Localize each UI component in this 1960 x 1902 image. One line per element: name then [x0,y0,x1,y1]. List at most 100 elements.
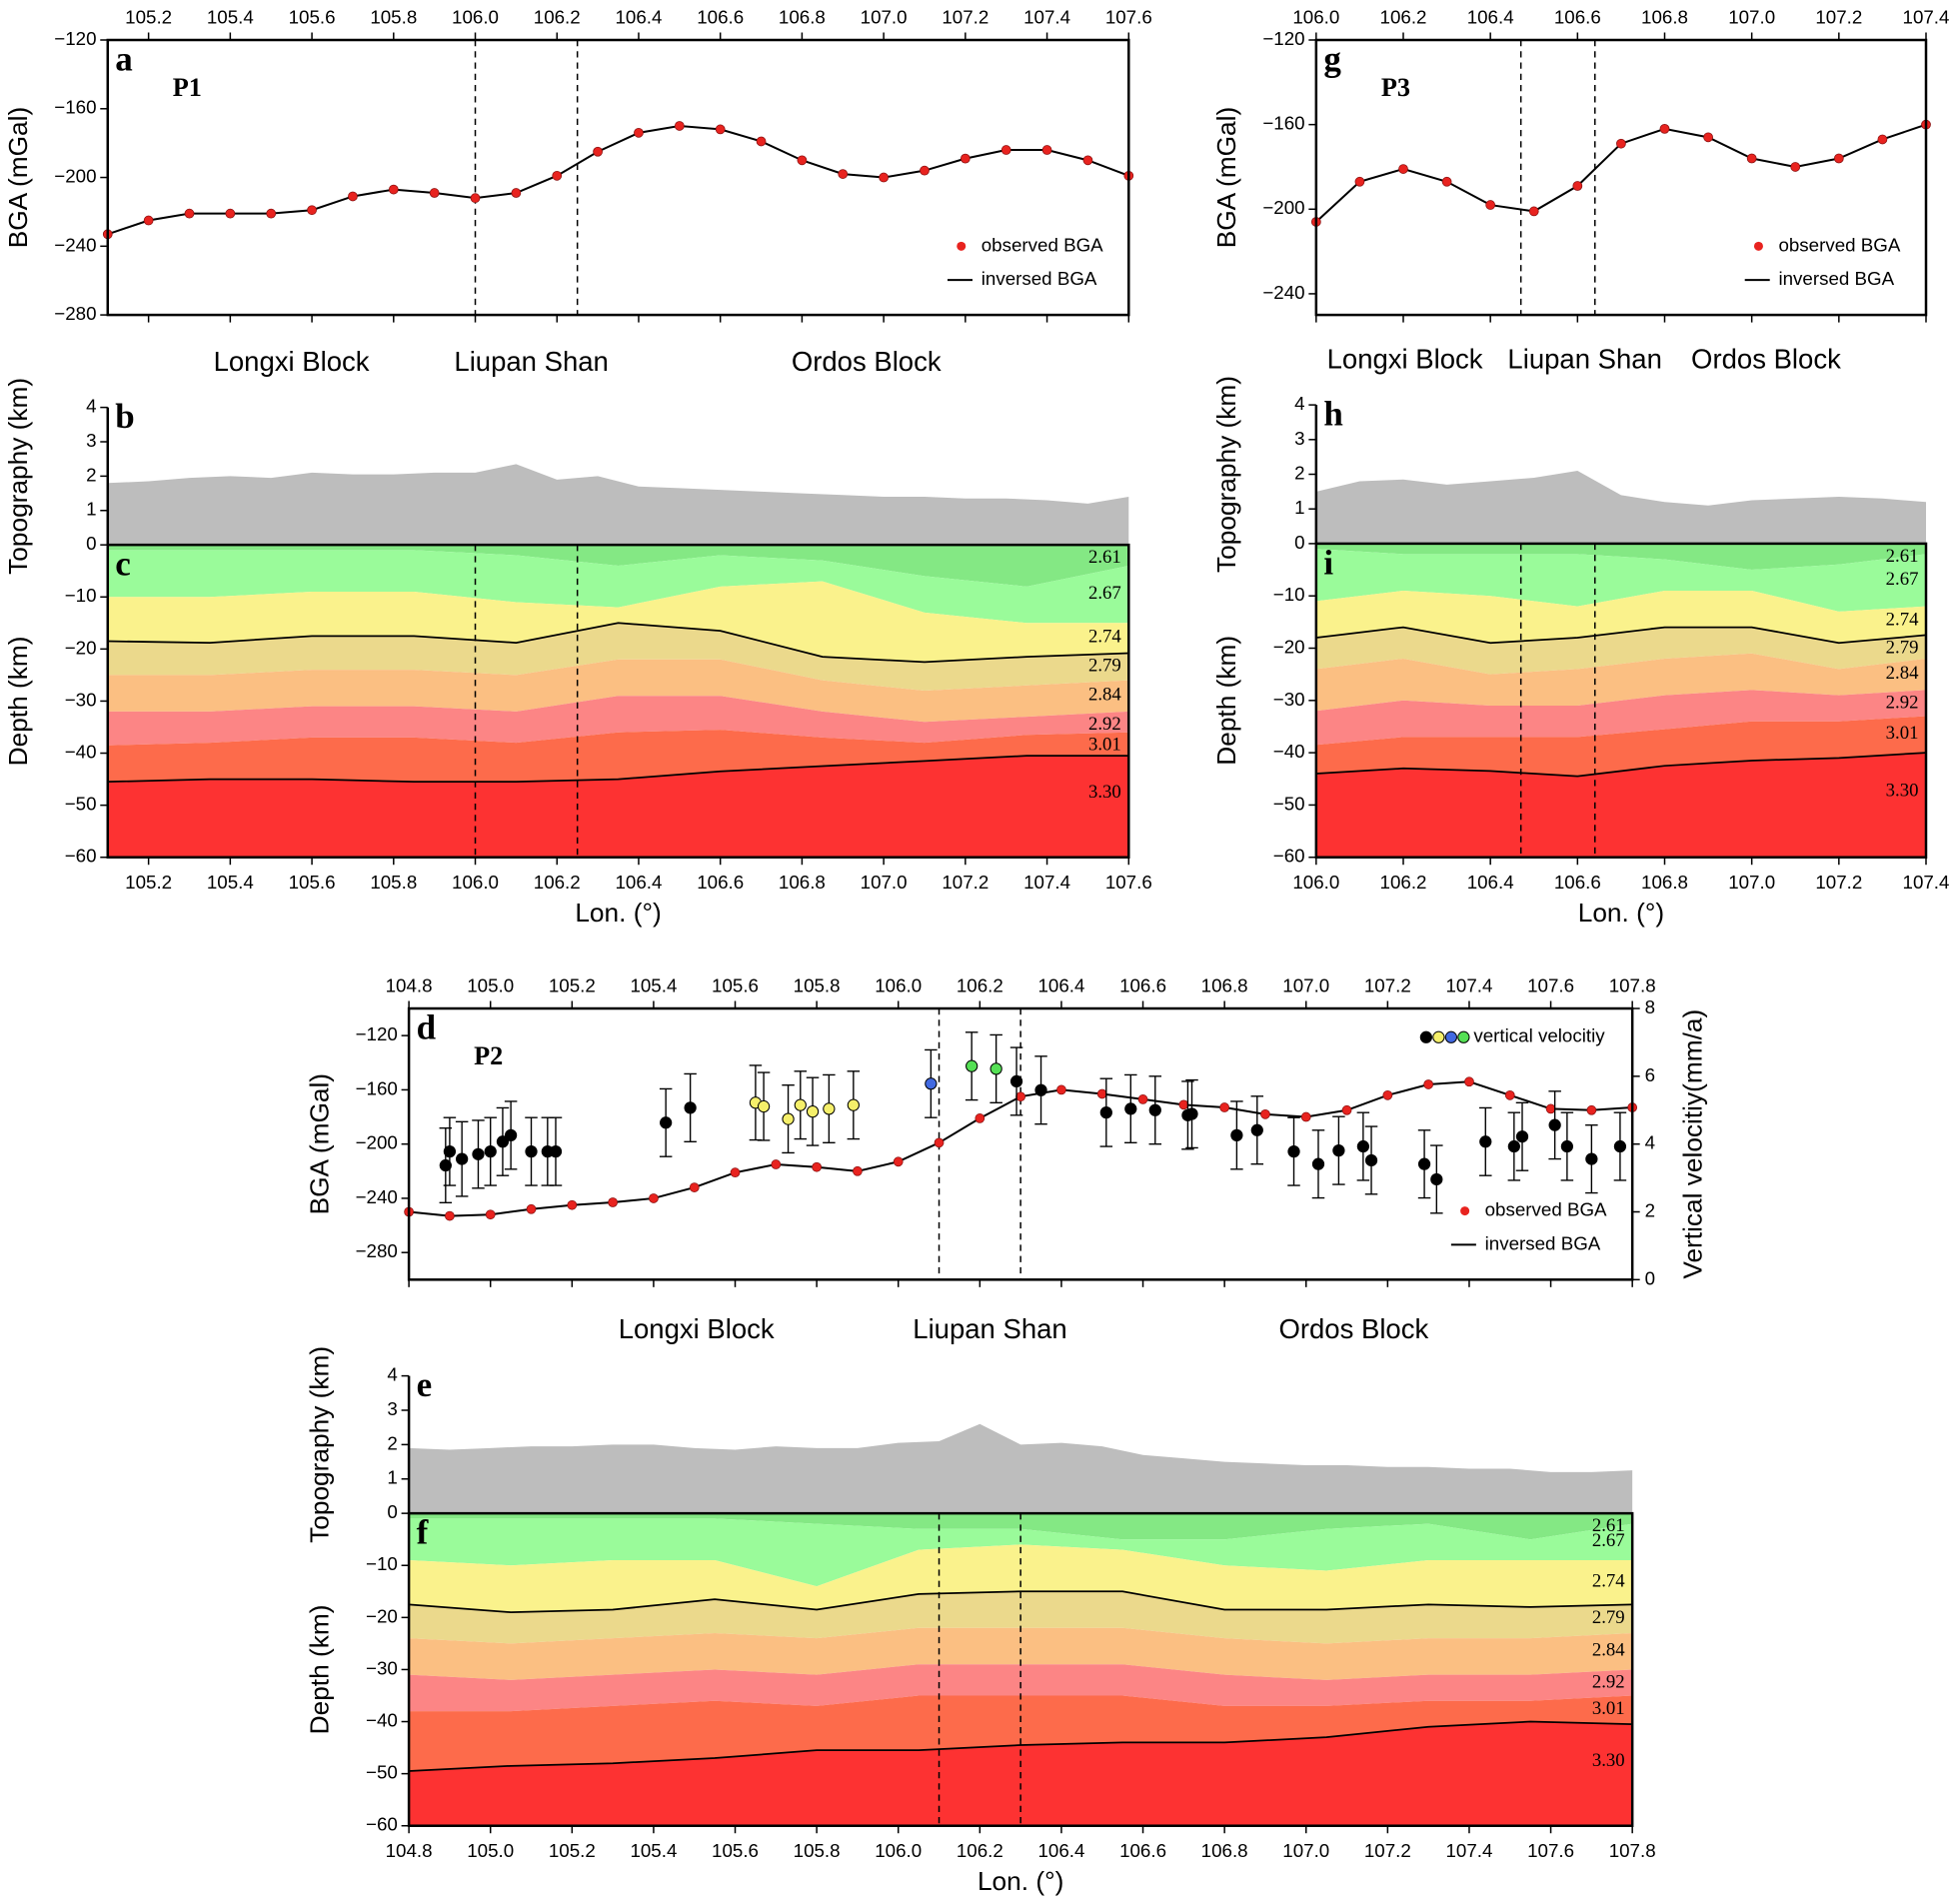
x-tick-label: 105.4 [207,7,254,28]
x-tick-label: 107.4 [1903,7,1950,28]
y-axis-label: BGA (mGal) [1211,107,1241,248]
y-tick-label: −120 [54,28,96,49]
velocity-point [443,1145,457,1158]
observed-point [771,1159,782,1169]
observed-point [429,188,440,198]
x-tick-label: 105.8 [370,7,417,28]
velocity-point [1034,1083,1047,1096]
legend-label: observed BGA [981,234,1103,255]
topography-area [409,1423,1633,1514]
panel-title: P2 [474,1041,503,1070]
x-tick-label: 107.4 [1023,872,1070,893]
observed-point [838,169,849,179]
x-tick-label: 107.4 [1446,975,1493,996]
velocity-point [472,1147,485,1160]
x-tick-label: 107.6 [1105,872,1152,893]
observed-point [853,1165,863,1176]
x-tick-label: 107.6 [1527,1840,1574,1861]
density-label: 2.67 [1088,583,1121,604]
density-layer [107,550,1129,624]
velocity-point [1417,1157,1431,1170]
density-label: 2.84 [1088,685,1121,706]
x-tick-label: 105.6 [712,1840,759,1861]
observed-point [1398,164,1408,174]
velocity-point [1585,1152,1598,1165]
y-tick-label: −20 [366,1605,398,1626]
observed-point [1423,1079,1434,1089]
x-tick-label: 107.8 [1609,1840,1656,1861]
observed-point [552,170,563,181]
x-tick-label: 107.0 [1728,7,1775,28]
interface-line [409,1720,1633,1772]
y2-axis-label: Vertical velocitiy(mm/a) [1678,1009,1708,1279]
x-tick-label: 106.6 [1554,7,1601,28]
observed-point [1616,138,1626,149]
observed-point [1056,1084,1066,1095]
panel-letter: g [1323,40,1341,79]
y-tick-label: 4 [387,1364,397,1385]
x-tick-label: 106.6 [1554,872,1601,893]
x-tick-label: 106.4 [1037,1840,1084,1861]
velocity-point [1507,1139,1520,1153]
observed-point [1082,155,1093,166]
region-label: Ordos Block [792,346,942,377]
region-label: Liupan Shan [913,1313,1066,1344]
observed-point [1219,1102,1230,1112]
y-axis-label: Depth (km) [3,637,33,767]
panel-letter: a [115,40,133,79]
density-label: 2.67 [1592,1530,1625,1551]
y-tick-label: −200 [356,1132,398,1153]
frame [106,38,1130,317]
density-label: 2.74 [1592,1570,1625,1591]
x-tick-label: 105.2 [549,975,596,996]
region-label: Liupan Shan [1507,344,1661,375]
density-label: 3.01 [1088,735,1121,756]
velocity-point [1356,1139,1370,1153]
velocity-point [1548,1118,1561,1131]
observed-point [1354,176,1365,187]
observed-point [266,208,277,219]
legend-marker [1460,1206,1470,1216]
density-label: 3.30 [1088,782,1121,803]
observed-point [715,124,726,135]
density-layer [409,1518,1633,1587]
observed-point [470,193,481,204]
density-label: 3.01 [1886,723,1919,744]
legend-marker [957,241,967,251]
density-layer [107,696,1129,746]
velocity-point [925,1077,938,1090]
x-axis-label: Lon. (°) [978,1866,1063,1896]
velocity-point [1613,1139,1627,1153]
x-tick-label: 106.8 [1201,975,1248,996]
x-tick-label: 105.2 [549,1840,596,1861]
y-axis-label: Depth (km) [1211,636,1241,766]
velocity-point [1515,1130,1529,1143]
velocity-point [847,1098,860,1111]
x-axis-label: Lon. (°) [1578,898,1664,928]
velocity-point [660,1116,673,1129]
y-tick-label: −200 [54,165,96,186]
x-tick-label: 107.6 [1527,975,1574,996]
observed-point [1137,1094,1148,1104]
y-tick-label: −10 [1273,584,1305,605]
density-label: 2.79 [1886,637,1919,658]
velocity-point [1311,1157,1325,1170]
y-axis-label: BGA (mGal) [3,107,33,248]
x-tick-label: 107.4 [1023,7,1070,28]
y-tick-label: −160 [1262,113,1304,134]
x-tick-label: 105.6 [289,7,336,28]
panel-title: P3 [1381,73,1410,102]
density-label: 3.30 [1592,1750,1625,1771]
y-tick-label: −20 [1273,636,1305,657]
y-tick-label: 2 [86,464,96,485]
y-tick-label: −20 [65,637,97,658]
observed-point [1382,1089,1393,1100]
y-tick-label: −120 [356,1023,398,1044]
velocity-point [1185,1107,1198,1120]
velocity-point [1287,1145,1300,1158]
density-layer [1315,590,1926,644]
legend-marker [1457,1030,1470,1043]
x-tick-label: 106.4 [1467,7,1514,28]
x-tick-label: 106.8 [1641,7,1688,28]
observed-point [934,1137,945,1148]
